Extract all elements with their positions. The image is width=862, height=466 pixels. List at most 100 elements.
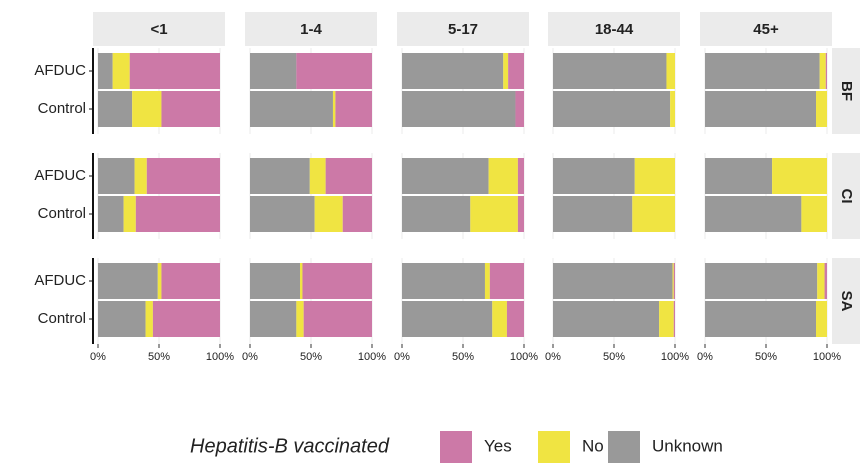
bar-segment [816,301,827,337]
bar-segment [332,91,336,127]
bar-segment [325,158,372,194]
x-tick-label: 50% [300,351,322,363]
y-tick-label: Control [38,100,86,117]
facet-strip [832,258,860,344]
bar-segment [817,263,825,299]
bar-segment [303,301,372,337]
bar-segment [470,196,518,232]
bar-segment [250,263,301,299]
bar-segment [553,263,673,299]
bar-segment [705,53,820,89]
bar-segment [553,196,633,232]
bar-segment [673,263,675,299]
bar-segment [705,91,817,127]
bar-segment [129,53,220,89]
legend-label: Unknown [652,436,723,455]
facet-label: 45+ [753,21,779,38]
bar-segment [553,53,667,89]
bar-segment [98,196,124,232]
bar-segment [553,158,635,194]
bar-segment [152,301,220,337]
bar-segment [402,301,493,337]
bar-segment [250,53,297,89]
x-tick-label: 0% [545,351,561,363]
bar-segment [146,158,220,194]
facet-label: 18-44 [595,21,634,38]
bar-segment [161,91,220,127]
bar-segment [250,158,310,194]
bar-segment [503,53,509,89]
bar-segment [672,263,674,299]
bar-segment [300,263,303,299]
bar-segment [342,196,372,232]
bar-segment [302,263,372,299]
facet-label: 5-17 [448,21,478,38]
x-tick-label: 100% [358,351,386,363]
facet-strip [397,12,529,46]
bar-segment [132,91,162,127]
bar-segment [632,196,675,232]
bar-segment [98,91,133,127]
facet-strip [832,153,860,239]
bar-segment [489,263,524,299]
y-tick-label: AFDUC [34,167,86,184]
bar-segment [98,263,158,299]
bar-segment [314,196,343,232]
bar-segment [484,263,490,299]
facet-strip [700,12,832,46]
bar-segment [801,196,827,232]
bar-segment [134,158,147,194]
bar-segment [309,158,326,194]
x-tick-label: 100% [206,351,234,363]
bar-segment [250,301,297,337]
x-tick-label: 0% [394,351,410,363]
bar-segment [825,53,827,89]
facet-label: SA [838,291,855,312]
x-tick-label: 100% [510,351,538,363]
bar-segment [492,301,507,337]
bar-segment [816,91,827,127]
bar-segment [402,53,504,89]
bar-segment [553,91,671,127]
x-tick-label: 100% [813,351,841,363]
bar-segment [666,53,675,89]
bar-segment [517,196,524,232]
bar-segment [517,158,524,194]
x-tick-label: 0% [697,351,713,363]
bar-segment [402,91,516,127]
bar-segment [673,301,675,337]
bar-segment [98,301,146,337]
bar-segment [123,196,136,232]
legend-swatch [608,431,640,463]
bar-segment [553,301,660,337]
bar-segment [515,91,524,127]
facet-strip [832,48,860,134]
bar-segment [488,158,518,194]
facet-strip [93,12,225,46]
bar-segment [402,263,485,299]
bar-segment [634,158,675,194]
bar-segment [402,196,471,232]
legend-swatch [440,431,472,463]
bar-segment [98,158,135,194]
bar-segment [772,158,827,194]
y-tick-label: AFDUC [34,272,86,289]
bar-segment [145,301,153,337]
x-tick-label: 50% [452,351,474,363]
facet-label: <1 [150,21,167,38]
bar-segment [705,263,818,299]
legend-swatch [538,431,570,463]
y-tick-label: Control [38,205,86,222]
bar-segment [508,53,524,89]
bar-segment [250,196,315,232]
bar-segment [705,301,817,337]
bar-segment [705,196,802,232]
bar-segment [402,158,489,194]
facet-strip [245,12,377,46]
x-tick-label: 100% [661,351,689,363]
facet-label: 1-4 [300,21,322,38]
y-tick-label: Control [38,310,86,327]
bar-segment [135,196,220,232]
bar-segment [250,91,333,127]
